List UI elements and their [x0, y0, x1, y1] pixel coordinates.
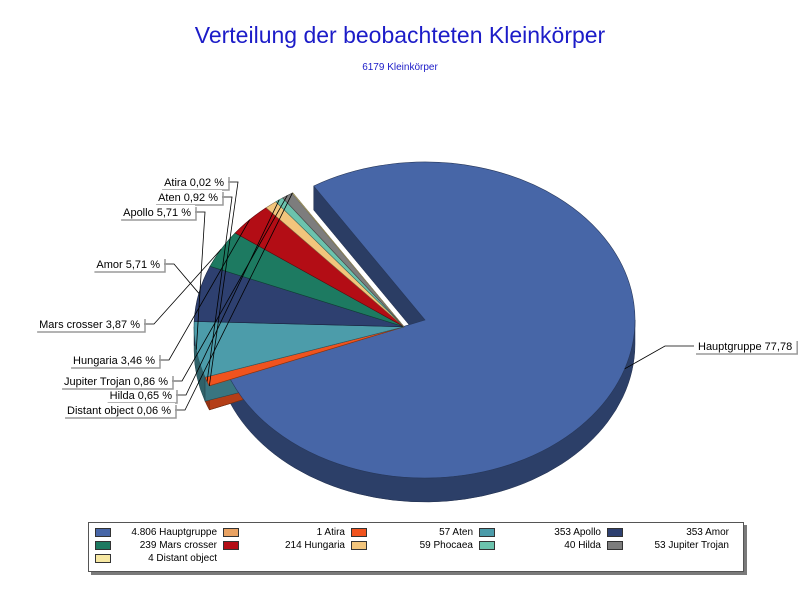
legend-label-hungaria: 214 Hungaria [284, 540, 345, 551]
legend-swatch-hauptgruppe [95, 528, 111, 537]
slice-label-box-hauptgruppe [694, 339, 797, 353]
legend-item-atira: 1 Atira [223, 527, 345, 539]
leader-line-jupiter-trojan [172, 195, 288, 382]
slice-label-shadow-distant-object [65, 405, 177, 419]
legend-swatch-amor [607, 528, 623, 537]
legend-item-amor: 353 Amor [607, 527, 729, 539]
slice-label-box-hungaria [69, 353, 159, 367]
legend-label-amor: 353 Amor [686, 527, 729, 538]
slice-label-atira: Atira 0,02 % [164, 177, 224, 189]
legend-item-hungaria: 214 Hungaria [223, 540, 345, 552]
slice-label-shadow-amor [94, 259, 166, 273]
legend-swatch-hungaria [223, 541, 239, 550]
legend-item-phocaea: 59 Phocaea [351, 540, 473, 552]
slice-label-distant-object: Distant object 0,06 % [67, 405, 171, 417]
slice-hauptgruppe [229, 161, 636, 479]
legend-swatch-aten [351, 528, 367, 537]
slice-label-box-apollo [119, 205, 195, 219]
slice-label-box-distant-object [63, 403, 175, 417]
legend-item-mars-crosser: 239 Mars crosser [95, 540, 217, 552]
slice-label-shadow-jupiter-trojan [62, 376, 174, 390]
slice-label-shadow-hauptgruppe [696, 341, 798, 355]
slice-label-jupiter-trojan: Jupiter Trojan 0,86 % [64, 376, 168, 388]
legend-label-mars-crosser: 239 Mars crosser [139, 540, 217, 551]
legend-label-aten: 57 Aten [439, 527, 473, 538]
slice-label-box-aten [154, 190, 222, 204]
legend-swatch-atira [223, 528, 239, 537]
legend-label-distant-object: 4 Distant object [148, 553, 217, 564]
slice-label-box-jupiter-trojan [60, 374, 172, 388]
legend-item-apollo: 353 Apollo [479, 527, 601, 539]
slice-label-hauptgruppe: Hauptgruppe 77,78 [698, 341, 792, 353]
slice-label-box-hilda [105, 388, 176, 402]
leader-line-distant-object [175, 192, 293, 411]
legend-item-hilda: 40 Hilda [479, 540, 601, 552]
chart-subtitle: 6179 Kleinkörper [362, 62, 438, 73]
slice-label-apollo: Apollo 5,71 % [123, 207, 191, 219]
legend-swatch-apollo [479, 528, 495, 537]
leader-line-hauptgruppe [624, 345, 694, 370]
legend-swatch-mars-crosser [95, 541, 111, 550]
leader-line-apollo [195, 211, 206, 350]
legend-swatch-distant-object [95, 554, 111, 563]
slice-labels: Hauptgruppe 77,78 Atira 0,02 % Aten 0,92 %… [35, 175, 798, 419]
slice-label-hungaria: Hungaria 3,46 % [73, 355, 155, 367]
slice-label-box-atira [160, 175, 228, 189]
legend-swatch-hilda [479, 541, 495, 550]
legend-label-apollo: 353 Apollo [554, 527, 601, 538]
chart-legend: 4.806 Hauptgruppe 1 Atira 57 Aten 353 Apoll… [88, 522, 744, 572]
slice-label-hilda: Hilda 0,65 % [110, 390, 173, 402]
legend-label-atira: 1 Atira [316, 527, 345, 538]
legend-item-aten: 57 Aten [351, 527, 473, 539]
slice-label-box-mars-crosser [35, 317, 144, 331]
slice-label-mars-crosser: Mars crosser 3,87 % [39, 319, 140, 331]
slice-label-shadow-mars-crosser [37, 319, 146, 333]
slice-label-shadow-apollo [121, 207, 197, 221]
legend-label-hauptgruppe: 4.806 Hauptgruppe [131, 527, 217, 538]
pie-tops [193, 161, 636, 479]
legend-item-distant-object: 4 Distant object [95, 553, 217, 565]
leader-line-amor [164, 263, 200, 294]
slice-label-aten: Aten 0,92 % [158, 192, 218, 204]
leader-line-hungaria [159, 219, 251, 361]
slice-label-amor: Amor 5,71 % [96, 259, 160, 271]
legend-label-hilda: 40 Hilda [564, 540, 601, 551]
leader-line-atira [208, 181, 239, 386]
legend-label-phocaea: 59 Phocaea [419, 540, 473, 551]
legend-label-jupiter-trojan: 53 Jupiter Trojan [654, 540, 730, 551]
legend-item-jupiter-trojan: 53 Jupiter Trojan [607, 540, 729, 552]
slice-label-box-amor [92, 257, 164, 271]
legend-swatch-phocaea [351, 541, 367, 550]
legend-swatch-jupiter-trojan [607, 541, 623, 550]
chart-title: Verteilung der beobachteten Kleinkörper [194, 22, 606, 48]
slice-label-shadow-hungaria [71, 355, 161, 369]
leader-line-aten [206, 196, 233, 382]
leader-line-mars-crosser [144, 248, 222, 325]
legend-item-hauptgruppe: 4.806 Hauptgruppe [95, 527, 217, 539]
